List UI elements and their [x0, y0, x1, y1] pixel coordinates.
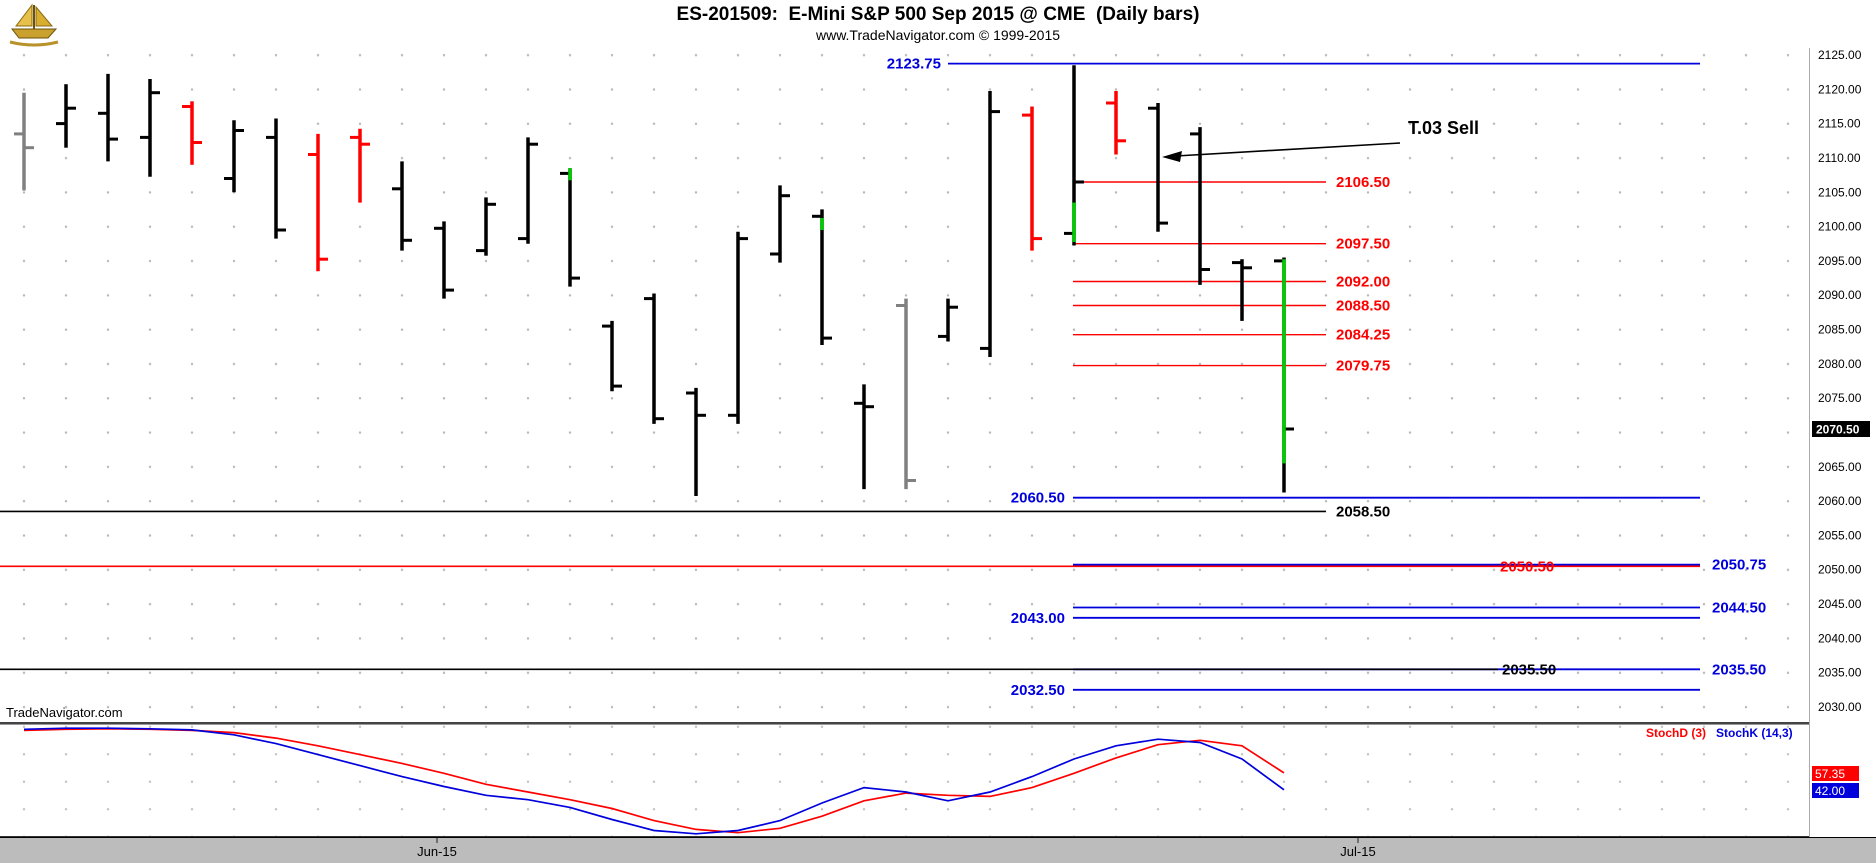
date-axis-bar[interactable] — [0, 837, 1876, 863]
trade-navigator-logo — [8, 3, 60, 47]
stochastic-panel[interactable] — [0, 724, 1809, 837]
chart-subtitle: www.TradeNavigator.com © 1999-2015 — [815, 27, 1061, 43]
ship-icon — [9, 3, 59, 47]
price-panel[interactable] — [0, 48, 1809, 724]
chart-title: ES-201509: E-Mini S&P 500 Sep 2015 @ CME… — [676, 4, 1200, 25]
chart-header: ES-201509: E-Mini S&P 500 Sep 2015 @ CME… — [0, 4, 1876, 43]
price-axis-column[interactable] — [1809, 48, 1876, 838]
